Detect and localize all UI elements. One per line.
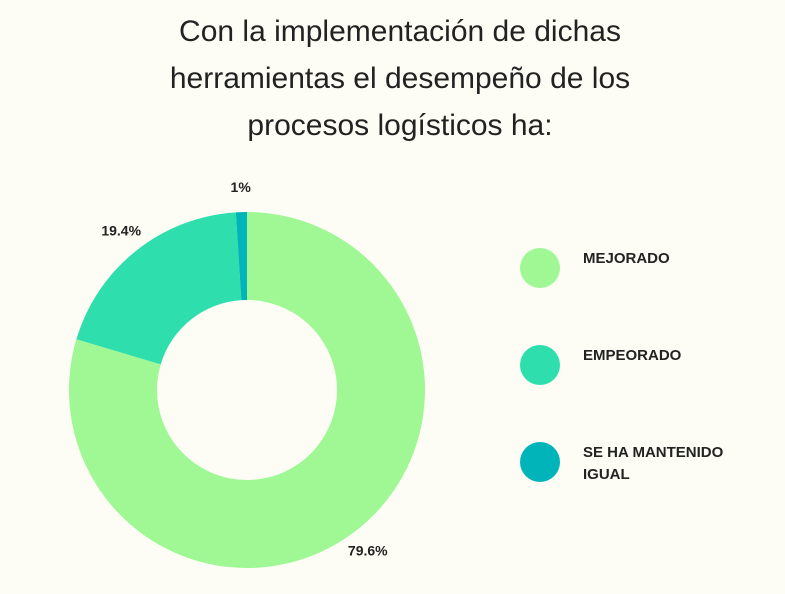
chart-title: Con la implementación de dichas herramie… <box>169 15 631 142</box>
donut-slice <box>235 212 247 301</box>
legend-swatch <box>520 345 560 385</box>
legend-label: MEJORADO <box>583 250 670 267</box>
data-label: 19.4% <box>101 223 141 239</box>
legend-label: EMPEORADO <box>583 347 682 364</box>
donut-slice <box>68 212 426 568</box>
legend-swatch <box>520 442 560 482</box>
data-label: 79.6% <box>348 543 388 559</box>
legend-swatch <box>520 248 560 288</box>
donut-slice <box>76 212 242 365</box>
data-label: 1% <box>231 179 252 195</box>
legend-label: SE HA MANTENIDO IGUAL <box>583 444 724 483</box>
